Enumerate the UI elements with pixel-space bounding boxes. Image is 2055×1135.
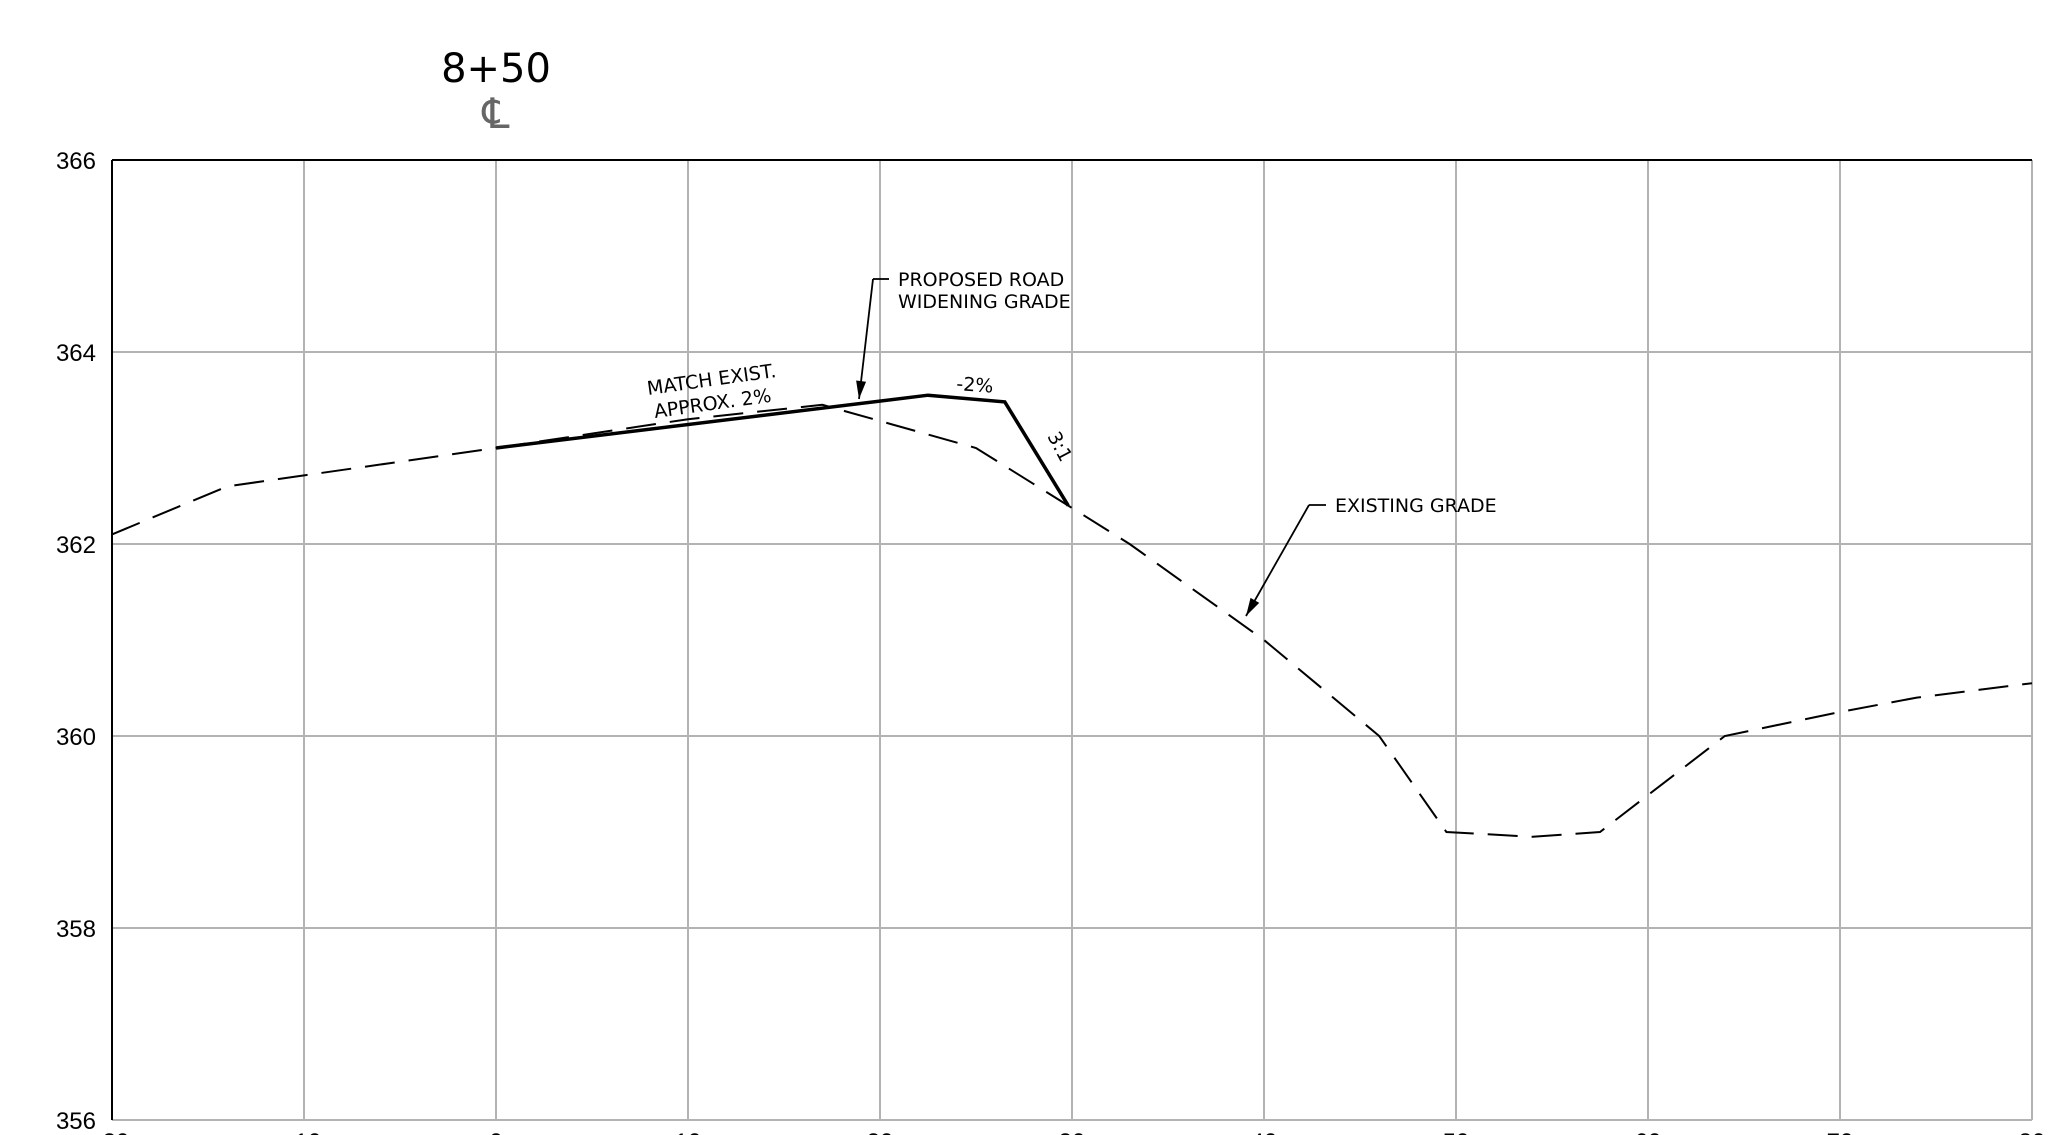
y-tick-label: 360 [56,724,96,751]
y-tick-label: 358 [56,916,96,943]
existing-callout-arrowhead [1246,597,1260,616]
x-tick-label: 70 [1827,1129,1854,1135]
proposed-label-line2: WIDENING GRADE [898,291,1071,313]
proposed-label-line1: PROPOSED ROAD [898,269,1064,291]
x-tick-label: 50 [1443,1129,1470,1135]
proposed-grade-line [495,393,1070,507]
x-tick-label: -20 [95,1129,130,1135]
centerline-symbol: ℄ [482,89,510,138]
x-tick-labels: -20 -10 0 10 20 30 40 50 60 70 80 [95,1129,2046,1135]
slope-label-top: -2% [956,373,994,398]
y-tick-labels: 356 358 360 362 364 366 [56,148,96,1135]
x-tick-label: 20 [867,1129,894,1135]
existing-label: EXISTING GRADE [1335,495,1497,517]
proposed-callout-arrowhead [856,380,867,399]
x-tick-label: 0 [489,1129,502,1135]
y-tick-label: 356 [56,1108,96,1135]
existing-grade-line [111,403,2033,838]
series-layer [111,393,2033,838]
existing-callout-leader [1245,504,1310,617]
y-tick-label: 366 [56,148,96,175]
x-tick-label: 10 [675,1129,702,1135]
proposed-callout-leader [858,278,874,400]
grid [111,159,2033,1121]
x-tick-label: 80 [2019,1129,2046,1135]
x-tick-label: -10 [287,1129,322,1135]
station-label: 8+50 [441,46,551,92]
x-tick-label: 60 [1635,1129,1662,1135]
x-tick-label: 40 [1251,1129,1278,1135]
x-tick-label: 30 [1059,1129,1086,1135]
y-tick-label: 362 [56,532,96,559]
y-tick-label: 364 [56,340,96,367]
